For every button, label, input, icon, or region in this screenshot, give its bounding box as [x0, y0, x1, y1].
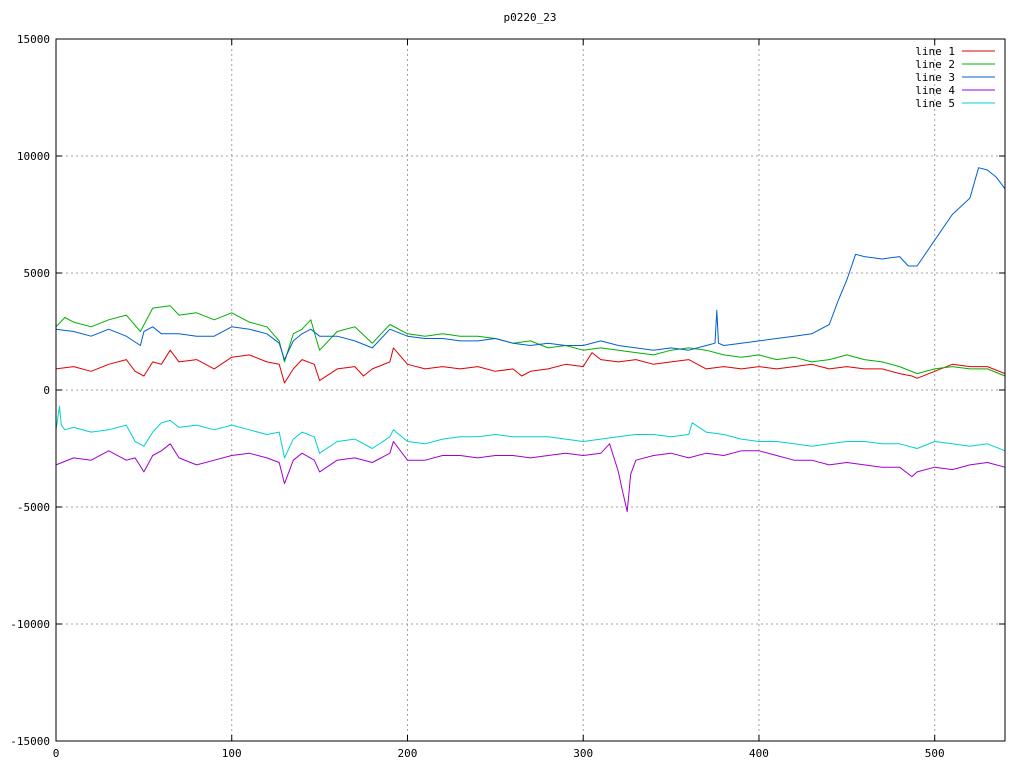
y-tick-label: 15000	[17, 33, 50, 46]
legend-label-1: line 1	[915, 45, 955, 58]
y-tick-label: -15000	[10, 735, 50, 748]
legend-label-3: line 3	[915, 71, 955, 84]
x-tick-label: 400	[749, 747, 769, 760]
y-tick-label: -10000	[10, 618, 50, 631]
legend-label-5: line 5	[915, 97, 955, 110]
tick-layer: 0 100 200 300 400 500 -15000 -10000 -5000 0 5000 10…	[10, 33, 1005, 760]
series-line-5	[55, 405, 1006, 459]
series-line-1	[55, 347, 1006, 384]
series-line-4	[55, 441, 1006, 513]
grid-layer	[56, 39, 1005, 741]
x-tick-label: 100	[222, 747, 242, 760]
y-tick-label: 5000	[24, 267, 51, 280]
chart-title: p0220_23	[504, 11, 557, 24]
series-layer	[55, 167, 1006, 513]
legend-label-2: line 2	[915, 58, 955, 71]
x-tick-label: 500	[925, 747, 945, 760]
x-tick-label: 300	[573, 747, 593, 760]
series-line-3	[55, 167, 1006, 361]
y-tick-label: 0	[43, 384, 50, 397]
x-tick-label: 0	[53, 747, 60, 760]
series-line-2	[55, 305, 1006, 377]
x-tick-label: 200	[398, 747, 418, 760]
legend-label-4: line 4	[915, 84, 955, 97]
y-tick-label: -5000	[17, 501, 50, 514]
y-tick-label: 10000	[17, 150, 50, 163]
